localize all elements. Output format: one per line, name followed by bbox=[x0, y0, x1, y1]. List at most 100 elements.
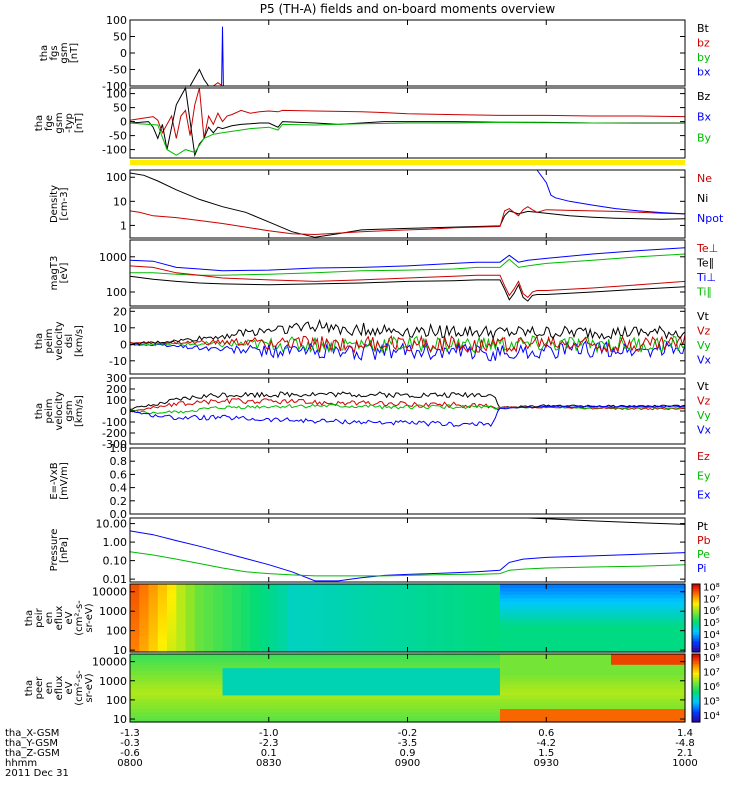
peir-spectrogram-cell bbox=[213, 645, 224, 650]
peer-spectrogram-cell bbox=[352, 674, 362, 679]
peer-spectrogram-cell bbox=[453, 718, 464, 723]
peer-spectrogram-cell bbox=[490, 711, 501, 716]
peir-spectrogram-cell bbox=[204, 597, 214, 602]
peer-spectrogram-cell bbox=[305, 681, 316, 686]
peer-spectrogram-cell bbox=[500, 698, 510, 703]
peer-spectrogram-cell bbox=[278, 667, 288, 672]
peer-spectrogram-cell bbox=[611, 705, 621, 709]
peir-spectrogram-cell bbox=[370, 604, 381, 609]
peir-spectrogram-cell bbox=[527, 648, 538, 653]
legend-velocity-gsm-Vz: Vz bbox=[697, 395, 711, 408]
peir-spectrogram-cell bbox=[574, 628, 584, 633]
peir-spectrogram-cell bbox=[537, 587, 547, 592]
peir-spectrogram-cell bbox=[537, 638, 547, 643]
peir-spectrogram-cell bbox=[463, 614, 473, 619]
peer-spectrogram-cell bbox=[241, 681, 251, 686]
peer-spectrogram-cell bbox=[204, 664, 214, 669]
peir-spectrogram-cell bbox=[472, 628, 483, 633]
peer-spectrogram-cell bbox=[370, 701, 381, 706]
peir-spectrogram-cell bbox=[315, 597, 325, 602]
peir-spectrogram-cell bbox=[222, 635, 233, 639]
peer-spectrogram-cell bbox=[167, 667, 177, 672]
peir-spectrogram-cell bbox=[564, 611, 575, 616]
peer-spectrogram-cell bbox=[194, 671, 205, 675]
peer-spectrogram-cell bbox=[139, 711, 150, 716]
peir-spectrogram-cell bbox=[296, 607, 307, 612]
peer-spectrogram-cell bbox=[537, 705, 547, 709]
peir-spectrogram-cell bbox=[629, 587, 640, 592]
peer-spectrogram-cell bbox=[176, 684, 187, 689]
peir-spectrogram-cell bbox=[315, 648, 325, 653]
peer-spectrogram-cell bbox=[629, 671, 640, 675]
peir-spectrogram-cell bbox=[213, 624, 224, 629]
peer-spectrogram-cell bbox=[407, 708, 418, 713]
peir-spectrogram-cell bbox=[444, 635, 455, 639]
peir-spectrogram-cell bbox=[222, 645, 233, 650]
peer-spectrogram-cell bbox=[574, 701, 584, 706]
fgs-bottom-ylabel: gsm bbox=[54, 112, 65, 133]
peer-spectrogram-cell bbox=[490, 664, 501, 669]
peir-spectrogram-cell bbox=[546, 648, 557, 653]
peer-spectrogram-cell bbox=[361, 657, 372, 662]
fgs-top-ytick-label: -50 bbox=[109, 64, 127, 77]
peer-spectrogram-cell bbox=[620, 681, 631, 686]
peer-spectrogram-cell bbox=[389, 664, 399, 669]
peir-spectrogram-cell bbox=[555, 635, 566, 639]
peir-spectrogram-cell bbox=[407, 590, 418, 595]
peir-spectrogram-cell bbox=[537, 604, 547, 609]
peer-spectrogram-cell bbox=[675, 688, 686, 692]
peer-spectrogram-cell bbox=[648, 664, 658, 669]
peer-spectrogram-cell bbox=[500, 715, 510, 720]
peer-spectrogram-cell bbox=[315, 657, 325, 662]
peer-spectrogram-cell bbox=[592, 715, 603, 720]
peer-spectrogram-cell bbox=[176, 657, 187, 662]
peer-spectrogram-cell bbox=[305, 708, 316, 713]
peer-spectrogram-cell bbox=[176, 691, 187, 696]
peer-spectrogram-cell bbox=[231, 701, 242, 706]
peir-spectrogram-cell bbox=[453, 618, 464, 622]
colorbar-label: 10³ bbox=[703, 642, 720, 653]
peer-spectrogram-cell bbox=[638, 677, 649, 682]
peir-spectrogram-cell bbox=[555, 604, 566, 609]
peer-spectrogram-cell bbox=[657, 677, 668, 682]
peir-spectrogram-cell bbox=[555, 597, 566, 602]
peir-spectrogram-cell bbox=[463, 641, 473, 646]
peer-spectrogram-cell bbox=[342, 677, 353, 682]
peir-spectrogram-cell bbox=[379, 628, 390, 633]
peer-spectrogram-cell bbox=[250, 708, 261, 713]
peir-spectrogram-cell bbox=[555, 611, 566, 616]
peer-spectrogram-cell bbox=[435, 688, 446, 692]
peer-spectrogram-cell bbox=[278, 698, 288, 703]
peer-spectrogram-cell bbox=[601, 711, 612, 716]
peer-spectrogram-cell bbox=[537, 671, 547, 675]
peer-spectrogram-cell bbox=[333, 674, 344, 679]
peer-spectrogram-cell bbox=[361, 667, 372, 672]
peer-spectrogram-cell bbox=[296, 715, 307, 720]
peer-spectrogram-cell bbox=[555, 711, 566, 716]
peer-spectrogram-colorbar-cell bbox=[692, 697, 700, 700]
peer-spectrogram-cell bbox=[583, 677, 594, 682]
peir-spectrogram-cell bbox=[574, 631, 584, 636]
peir-spectrogram-cell bbox=[370, 631, 381, 636]
peer-spectrogram-cell bbox=[629, 660, 640, 665]
peir-spectrogram-cell bbox=[315, 635, 325, 639]
peir-spectrogram-cell bbox=[426, 635, 436, 639]
peir-spectrogram-cell bbox=[453, 584, 464, 588]
peir-spectrogram-cell bbox=[407, 641, 418, 646]
peir-spectrogram-cell bbox=[398, 590, 409, 595]
peer-spectrogram-cell bbox=[500, 681, 510, 686]
peer-spectrogram-cell bbox=[130, 674, 140, 679]
peer-spectrogram-cell bbox=[342, 701, 353, 706]
peer-spectrogram-cell bbox=[305, 711, 316, 716]
peir-spectrogram-cell bbox=[546, 590, 557, 595]
peir-spectrogram-cell bbox=[546, 621, 557, 626]
peer-spectrogram-cell bbox=[416, 677, 427, 682]
peir-spectrogram-cell bbox=[638, 611, 649, 616]
peir-spectrogram-cell bbox=[194, 584, 205, 588]
peer-spectrogram-cell bbox=[416, 681, 427, 686]
peir-spectrogram-cell bbox=[500, 641, 510, 646]
peer-spectrogram-colorbar-cell bbox=[692, 719, 700, 723]
peer-spectrogram-cell bbox=[509, 701, 520, 706]
peer-spectrogram-cell bbox=[416, 698, 427, 703]
fgs-bottom-ytick-label: 100 bbox=[106, 88, 127, 101]
